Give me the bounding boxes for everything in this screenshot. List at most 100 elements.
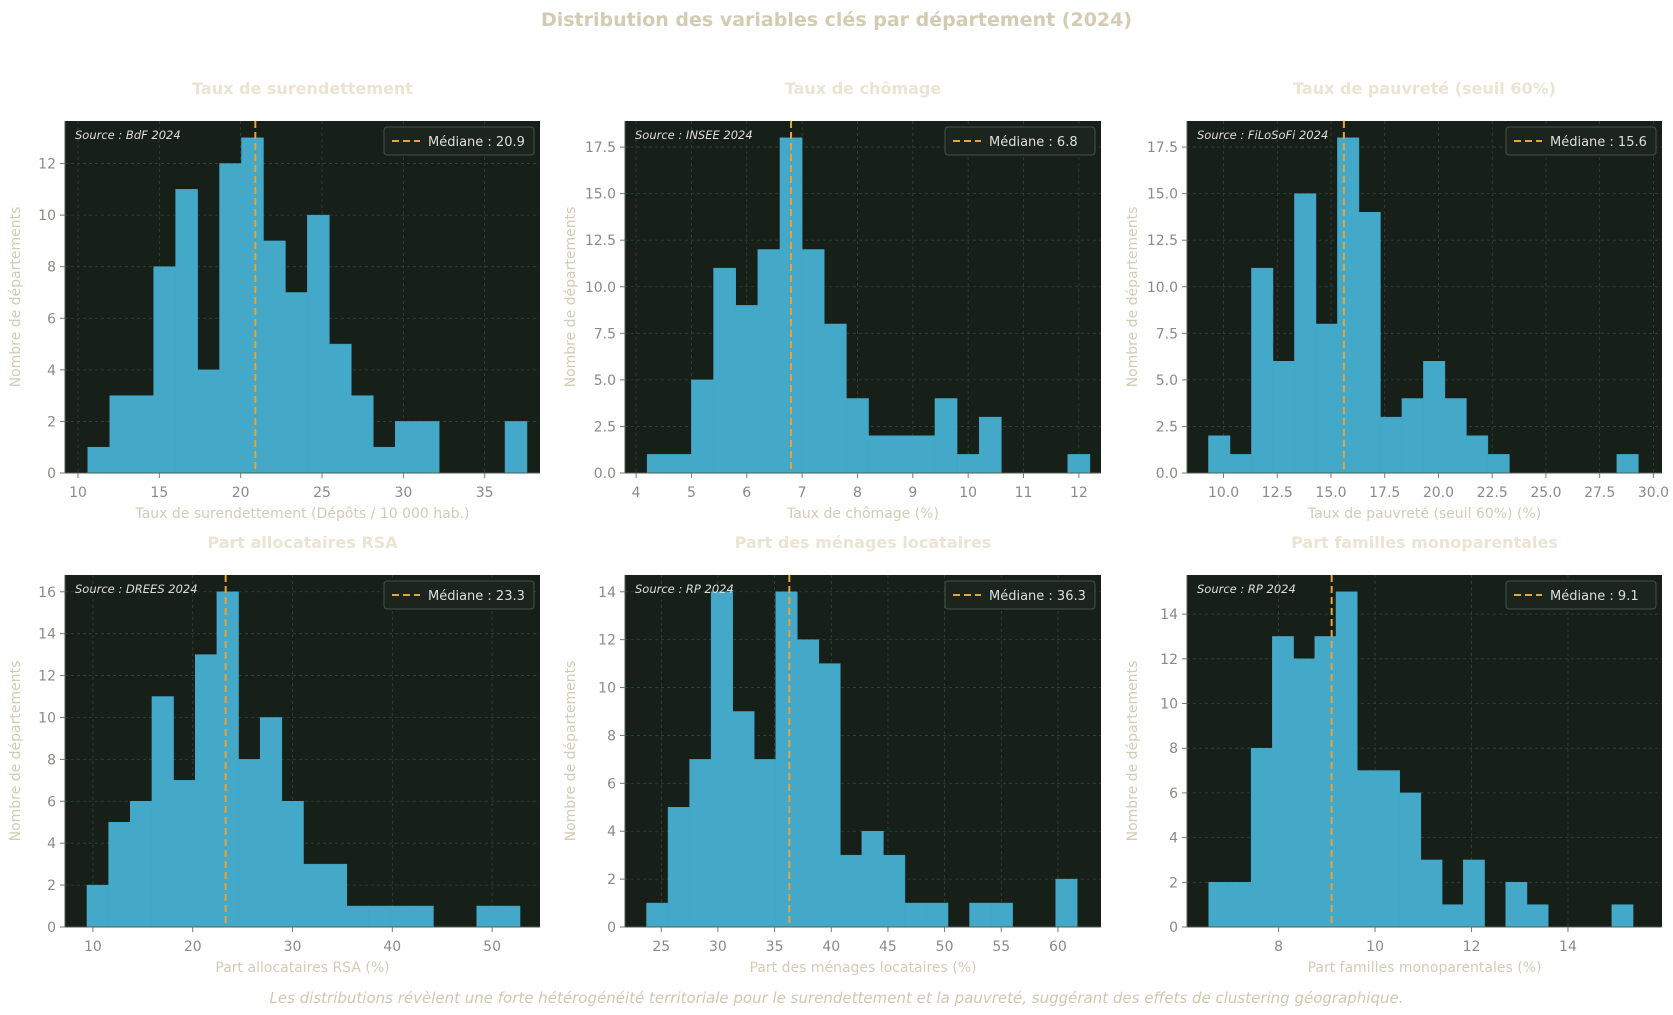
histogram-bar [1487, 454, 1510, 474]
legend-box [1505, 580, 1657, 610]
y-tick-label: 10 [38, 710, 56, 726]
y-tick-label: 10 [1160, 697, 1178, 713]
y-tick-label: 12.5 [585, 233, 616, 249]
x-axis-label: Taux de surendettement (Dépôts / 10 000 … [134, 506, 469, 522]
histogram-bar [108, 821, 131, 928]
y-tick-label: 6 [607, 776, 616, 792]
x-axis-label: Taux de chômage (%) [786, 506, 939, 522]
y-tick-label: 2 [1169, 875, 1178, 891]
legend-label: Médiane : 23.3 [428, 589, 525, 604]
y-tick-label: 4 [47, 836, 56, 852]
histogram-bar [1229, 454, 1252, 474]
x-tick-label: 10 [959, 485, 977, 501]
histogram-bar [1444, 398, 1467, 474]
histogram-bar [1378, 770, 1400, 928]
histogram-bar [307, 214, 330, 474]
histogram-bar [1208, 435, 1231, 474]
histogram-bar [416, 421, 440, 474]
x-tick-label: 12.5 [1262, 485, 1293, 501]
x-tick-label: 9 [908, 485, 917, 501]
source-annotation: Source : RP 2024 [1197, 582, 1296, 596]
x-tick-label: 14 [1559, 939, 1577, 955]
x-tick-label: 8 [1274, 939, 1283, 955]
histogram-bar [411, 905, 434, 928]
x-tick-label: 55 [992, 939, 1010, 955]
histogram-bar [801, 249, 825, 474]
histogram-bar [151, 696, 174, 928]
histogram-bar [394, 421, 418, 474]
histogram-bar [173, 780, 196, 928]
x-tick-label: 35 [766, 939, 784, 955]
x-tick-label: 12 [1070, 485, 1088, 501]
y-tick-label: 17.5 [585, 140, 616, 156]
x-tick-label: 7 [798, 485, 807, 501]
histogram-bar [1399, 792, 1422, 928]
y-tick-label: 16 [38, 585, 56, 601]
y-tick-label: 8 [1169, 741, 1178, 757]
x-tick-label: 10 [84, 939, 102, 955]
x-tick-label: 35 [476, 485, 494, 501]
histogram-bar [713, 267, 736, 474]
y-tick-label: 0 [47, 920, 56, 936]
panel-title: Part allocataires RSA [207, 533, 398, 552]
x-tick-label: 10.0 [1208, 485, 1239, 501]
y-tick-label: 8 [607, 728, 616, 744]
histogram-bar [646, 454, 670, 474]
y-tick-label: 2.5 [594, 419, 616, 435]
histogram-bar [87, 446, 110, 474]
x-tick-label: 30 [709, 939, 727, 955]
x-tick-label: 22.5 [1477, 485, 1508, 501]
histogram-panel-2: 4 5 6 7 8 9 10 11 12 0.0 2.5 5.0 7.5 10.0 12.5 15.0 17.5… [563, 79, 1101, 522]
histogram-bar [153, 266, 176, 474]
histogram-bar [824, 323, 847, 474]
histogram-bar [303, 863, 326, 928]
histogram-bar [498, 905, 521, 928]
y-tick-label: 0 [1169, 920, 1178, 936]
histogram-bar [1463, 859, 1485, 928]
histogram-bar [757, 249, 781, 474]
x-tick-label: 50 [936, 939, 954, 955]
x-tick-label: 15.0 [1315, 485, 1346, 501]
histogram-bar [956, 454, 980, 474]
y-tick-label: 10.0 [1147, 280, 1178, 296]
y-tick-label: 4 [1169, 831, 1178, 847]
histogram-bar [1526, 904, 1549, 928]
x-tick-label: 30 [394, 485, 412, 501]
histogram-bar [1294, 193, 1317, 474]
histogram-bar [130, 801, 153, 928]
y-tick-label: 10 [38, 208, 56, 224]
x-tick-label: 40 [383, 939, 401, 955]
histogram-bar [1505, 882, 1528, 928]
histogram-bar [216, 591, 239, 928]
y-tick-label: 12 [38, 669, 56, 685]
histogram-bar [912, 435, 936, 474]
y-axis-label: Nombre de départements [1125, 207, 1141, 388]
x-tick-label: 20 [184, 939, 202, 955]
histogram-bar [389, 905, 413, 928]
legend-box [383, 580, 535, 610]
legend-box [944, 580, 1096, 610]
x-tick-label: 11 [1015, 485, 1033, 501]
histogram-bar [735, 305, 759, 474]
y-tick-label: 2 [47, 414, 56, 430]
histogram-bar [1616, 454, 1639, 474]
histogram-bar [1420, 859, 1443, 928]
x-tick-label: 10 [69, 485, 87, 501]
source-annotation: Source : INSEE 2024 [635, 128, 753, 142]
y-tick-label: 4 [47, 363, 56, 379]
x-axis-label: Part familles monoparentales (%) [1308, 960, 1542, 976]
histogram-bar [868, 435, 891, 474]
y-tick-label: 12.5 [1147, 233, 1178, 249]
x-axis-label: Taux de pauvreté (seuil 60%) (%) [1307, 506, 1541, 522]
y-axis-label: Nombre de départements [563, 207, 579, 388]
histogram-bar [285, 292, 308, 474]
panel-title: Part des ménages locataires [735, 533, 992, 552]
x-tick-label: 25 [652, 939, 670, 955]
x-tick-label: 30.0 [1638, 485, 1669, 501]
x-tick-label: 20 [232, 485, 250, 501]
x-tick-label: 45 [879, 939, 897, 955]
legend-label: Médiane : 15.6 [1550, 135, 1647, 150]
x-tick-label: 25 [313, 485, 331, 501]
histogram-bar [109, 395, 132, 474]
